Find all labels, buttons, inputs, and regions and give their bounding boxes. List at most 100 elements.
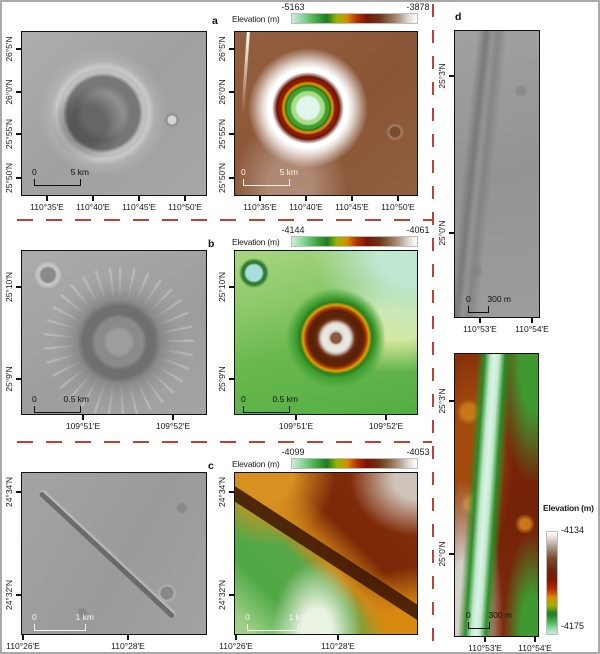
- y-tick: [449, 232, 454, 234]
- x-tick: [305, 196, 307, 201]
- panel-row1-grayscale: 0 5 km 26°5'N 26°0'N 25°55'N 25°50'N 110…: [4, 31, 207, 212]
- x-tick: [351, 196, 353, 201]
- scale-zero-label: 0: [32, 612, 37, 622]
- y-tick: [229, 491, 234, 493]
- scale-bar: 0 5 km: [241, 167, 298, 186]
- y-tick-label: 25°55'N: [4, 118, 14, 150]
- x-tick-label: 109°51'E: [278, 421, 314, 431]
- scale-bar: 0 300 m: [466, 610, 512, 629]
- colorbar-max-value: -3878: [406, 2, 430, 12]
- colorbar-min-value: -4144: [281, 225, 305, 235]
- y-tick-label: 25°0'N: [437, 220, 447, 246]
- y-tick-label: 25°3'N: [437, 388, 447, 414]
- y-tick: [16, 133, 21, 135]
- channel-feature: [456, 354, 514, 636]
- panel-letter: a: [212, 15, 218, 27]
- x-tick: [172, 415, 174, 420]
- y-tick: [229, 286, 234, 288]
- colorbar-title: Elevation (m): [232, 14, 280, 24]
- x-tick-label: 110°45'E: [335, 202, 369, 212]
- y-tick-label: 26°5'N: [217, 36, 227, 62]
- x-tick-label: 110°53'E: [468, 643, 502, 653]
- scale-distance-label: 1 km: [288, 612, 307, 622]
- x-tick-label: 110°35'E: [30, 202, 64, 212]
- y-tick-label: 25°9'N: [217, 366, 227, 392]
- scale-distance-label: 300 m: [487, 294, 511, 304]
- x-tick-label: 109°51'E: [65, 421, 101, 431]
- scale-bracket: [34, 179, 81, 186]
- x-tick-label: 110°53'E: [463, 324, 497, 334]
- scale-zero-label: 0: [241, 167, 246, 177]
- scale-bar: 0 300 m: [466, 294, 511, 313]
- scale-bar: 0 1 km: [245, 612, 307, 631]
- scale-zero-label: 0: [466, 294, 471, 304]
- x-tick-label: 110°40'E: [289, 202, 323, 212]
- y-tick-label: 24°32'N: [217, 579, 227, 611]
- scale-zero-label: 0: [245, 612, 250, 622]
- y-tick-label: 25°50'N: [4, 162, 14, 194]
- channel-feature: [455, 31, 509, 317]
- row3-grayscale-map: 0 1 km: [21, 472, 207, 635]
- scale-distance-label: 0.5 km: [272, 394, 298, 404]
- colorbar-top-value: -4134: [561, 525, 585, 535]
- crater-feature: [49, 272, 189, 412]
- colorbar-bottom-value: -4175: [561, 621, 585, 631]
- colorbar-title: Elevation (m): [232, 459, 280, 469]
- x-tick: [235, 635, 237, 640]
- row-separator-2: [17, 441, 432, 443]
- row2-grayscale-map: 0 0.5 km: [21, 250, 207, 415]
- scale-bar: 0 0.5 km: [32, 394, 89, 413]
- elevation-colorbar: [546, 531, 558, 635]
- y-tick: [229, 91, 234, 93]
- x-tick: [22, 635, 24, 640]
- x-tick: [385, 415, 387, 420]
- scale-bracket: [34, 624, 86, 631]
- y-tick-label: 24°32'N: [4, 579, 14, 611]
- scale-distance-label: 300 m: [488, 610, 512, 620]
- x-tick-label: 110°35'E: [243, 202, 277, 212]
- x-tick-label: 110°50'E: [381, 202, 415, 212]
- y-tick-label: 24°34'N: [217, 476, 227, 508]
- x-tick-label: 110°28'E: [111, 641, 145, 651]
- x-tick: [484, 637, 486, 642]
- scale-bar: 0 5 km: [32, 167, 89, 186]
- scale-zero-label: 0: [466, 610, 471, 620]
- panel-d-elevation-map: 0 300 m: [454, 353, 539, 637]
- y-tick: [229, 177, 234, 179]
- y-tick: [16, 491, 21, 493]
- y-tick: [16, 177, 21, 179]
- scale-distance-label: 0.5 km: [63, 394, 89, 404]
- x-tick-label: 110°54'E: [518, 643, 552, 653]
- scale-bar: 0 0.5 km: [241, 394, 298, 413]
- row-separator-1: [17, 219, 432, 221]
- elevation-colorbar: [291, 236, 418, 247]
- panel-row2-grayscale: 0 0.5 km 25°10'N 25°9'N 109°51'E 109°52'…: [4, 250, 207, 431]
- y-tick-label: 24°34'N: [4, 476, 14, 508]
- y-tick-label: 25°55'N: [217, 118, 227, 150]
- scale-bracket: [468, 306, 489, 313]
- x-tick-label: 110°45'E: [122, 202, 156, 212]
- channel-feature: [235, 481, 417, 632]
- channel-ridge-feature: [38, 491, 176, 619]
- scale-bracket: [468, 622, 490, 629]
- row1-grayscale-map: 0 5 km: [21, 31, 207, 196]
- column-separator: [432, 4, 434, 652]
- y-tick: [229, 48, 234, 50]
- x-tick: [337, 635, 339, 640]
- y-tick: [229, 378, 234, 380]
- colorbar-title: Elevation (m): [232, 237, 280, 247]
- x-tick-label: 110°40'E: [76, 202, 110, 212]
- x-tick: [479, 318, 481, 323]
- scale-zero-label: 0: [241, 394, 246, 404]
- panel-a-elevation: a Elevation (m) -5163 -3878 0 5 km 26°5'…: [212, 2, 430, 212]
- y-tick: [16, 286, 21, 288]
- scale-bracket: [243, 179, 290, 186]
- x-tick-label: 110°54'E: [515, 324, 549, 334]
- x-tick: [82, 415, 84, 420]
- x-tick: [92, 196, 94, 201]
- colorbar-title: Elevation (m): [543, 503, 594, 513]
- y-tick-label: 25°3'N: [437, 63, 447, 89]
- y-tick: [16, 48, 21, 50]
- colorbar-min-value: -4099: [281, 447, 305, 457]
